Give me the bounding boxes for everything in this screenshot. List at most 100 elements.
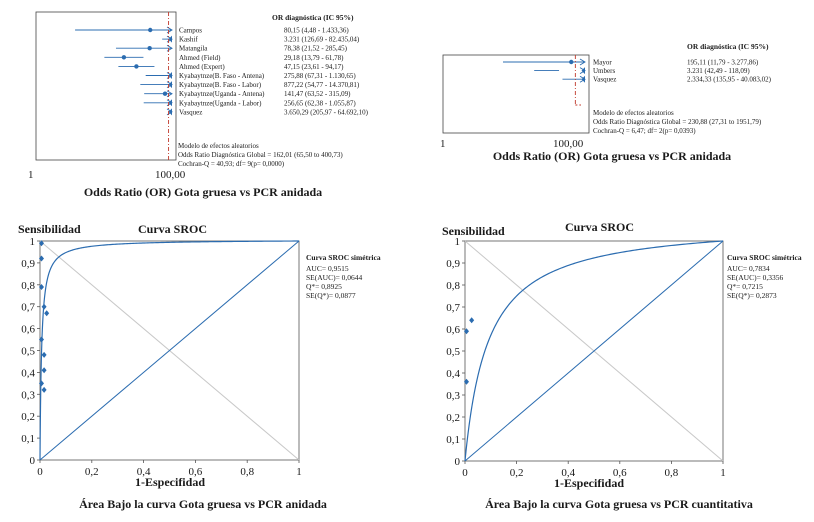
- study-name: Matangila: [179, 45, 208, 53]
- study-name: Ahmed (Field): [179, 54, 221, 62]
- study-point: [469, 317, 475, 324]
- forest-plot-1: OR diagnóstica (IC 95%) Campos 80,15 (4,4…: [0, 0, 407, 205]
- y-tick-label: 0,8: [21, 280, 35, 292]
- study-point: [464, 328, 469, 335]
- column-header: OR diagnóstica (IC 95%): [687, 42, 769, 51]
- point-estimate: [168, 108, 172, 116]
- chart-caption: Área Bajo la curva Gota gruesa vs PCR cu…: [485, 497, 753, 511]
- x-tick-label: 1: [720, 467, 726, 479]
- study-name: Ahmed (Expert): [179, 63, 225, 71]
- forest-plot-frame: [442, 54, 590, 134]
- study-or-label: 78,38 (21,52 - 285,45): [284, 45, 348, 53]
- point-estimate: [121, 55, 127, 60]
- y-tick-label: 0,5: [21, 346, 35, 358]
- chance-line: [464, 240, 724, 462]
- y-tick-label: 0,9: [21, 258, 35, 270]
- study-or-label: 3.650,29 (205,97 - 64.692,10): [284, 108, 369, 116]
- y-tick-label: 0,8: [446, 280, 460, 292]
- forest-plot-2-svg: OR diagnóstica (IC 95%) Mayor 195,11 (11,…: [440, 42, 772, 163]
- study-or-label: 256,65 (62,38 - 1.055,87): [284, 99, 356, 107]
- y-tick-label: 0,4: [21, 367, 35, 379]
- study-or-label: 2.334,33 (135,95 - 40.083,02): [687, 76, 772, 84]
- study-name: Mayor: [593, 59, 612, 67]
- study-name: Vasquez: [593, 76, 616, 84]
- x-tick-label: 0,6: [189, 466, 203, 478]
- summary-line-3: Cochran-Q = 6,47; df= 2(p= 0,0393): [593, 127, 696, 135]
- x-tick-label: 0,4: [137, 466, 151, 478]
- study-name: Kyabaytnze(B. Faso - Labor): [179, 81, 262, 89]
- x-axis-label: 1-Especifidad: [554, 476, 624, 490]
- point-estimate: [569, 59, 574, 65]
- sroc-chart-2-svg: Sensibilidad Curva SROC 0 0,1 0,2 0,3 0,4 0,5…: [442, 220, 802, 511]
- chart-caption: Área Bajo la curva Gota gruesa vs PCR an…: [79, 497, 327, 511]
- point-estimate: [134, 64, 139, 69]
- y-tick-label: 1: [455, 236, 461, 248]
- study-name: Umbers: [593, 67, 615, 75]
- sroc-curve: [39, 240, 300, 461]
- y-axis-label: Sensibilidad: [442, 224, 505, 238]
- chart-title: Odds Ratio (OR) Gota gruesa vs PCR anida…: [493, 149, 731, 163]
- point-estimate: [581, 67, 585, 75]
- x-tick-100: 100,00: [155, 169, 186, 181]
- stats-title: Curva SROC simétrica: [727, 253, 802, 262]
- sroc-chart-1-svg: Sensibilidad Curva SROC 0 0,1 0,2 0,3 0,4 0,5…: [18, 222, 381, 511]
- summary-line-2: Odds Ratio Diagnóstica Global = 162,01 (…: [178, 151, 343, 159]
- study-or-label: 29,18 (13,79 - 61,78): [284, 54, 344, 62]
- y-tick-label: 0,7: [21, 302, 35, 314]
- study-or-label: 141,47 (63,52 - 315,09): [284, 90, 351, 98]
- point-estimate: [581, 75, 585, 83]
- chart-title: Curva SROC: [565, 220, 634, 234]
- study-or-label: 80,15 (4,48 - 1.433,36): [284, 27, 349, 35]
- x-tick-label: 0,8: [240, 466, 254, 478]
- x-tick-1: 1: [28, 169, 34, 181]
- stat-se-auc: SE(AUC)= 0,3356: [727, 273, 784, 282]
- y-tick-label: 0: [455, 456, 461, 468]
- study-point: [39, 240, 44, 247]
- study-point: [39, 283, 44, 290]
- x-tick-label: 1: [296, 466, 302, 478]
- study-point: [41, 367, 47, 374]
- y-tick-label: 0,6: [446, 324, 460, 336]
- sroc-chart-2: Sensibilidad Curva SROC 0 0,1 0,2 0,3 0,4 0,5…: [407, 210, 814, 517]
- x-tick-label: 0,4: [561, 467, 575, 479]
- x-tick-100: 100,00: [553, 138, 584, 150]
- chart-title: Odds Ratio (OR) Gota gruesa vs PCR anida…: [84, 185, 322, 199]
- stat-q: Q*= 0,7215: [727, 282, 763, 291]
- y-tick-label: 0,1: [446, 434, 460, 446]
- study-name: Campos: [179, 27, 202, 35]
- study-name: Kashif: [179, 36, 198, 44]
- point-estimate: [168, 72, 172, 79]
- study-or-label: 877,22 (54,77 - 14.370,81): [284, 81, 360, 89]
- ci-arrow: [579, 58, 586, 66]
- study-point: [41, 386, 47, 393]
- summary-line-2: Odds Ratio Diagnóstica Global = 230,88 (…: [593, 118, 762, 126]
- study-name: Kyabaytnze(Uganda - Antena): [179, 90, 265, 98]
- study-name: Kyabaytnze(Uganda - Labor): [179, 99, 262, 107]
- study-point: [41, 351, 47, 358]
- x-axis-label: 1-Especifidad: [135, 475, 205, 489]
- study-point: [39, 380, 44, 387]
- study-or-label: 47,15 (23,61 - 94,17): [284, 63, 344, 71]
- study-or-label: 3.231 (126,69 - 82.435,04): [284, 36, 360, 44]
- stat-se-q: SE(Q*)= 0,2873: [727, 291, 777, 300]
- study-or-label: 195,11 (11,79 - 3.277,86): [687, 59, 759, 67]
- study-point: [39, 336, 44, 343]
- x-tick-label: 0: [462, 467, 468, 479]
- sroc-chart-1: Sensibilidad Curva SROC 0 0,1 0,2 0,3 0,4 0,5…: [0, 210, 407, 517]
- forest-plot-frame: [35, 11, 177, 161]
- column-header: OR diagnóstica (IC 95%): [272, 13, 354, 22]
- study-name: Kyabaytnze(B. Faso - Antena): [179, 72, 265, 80]
- y-tick-label: 0: [30, 455, 36, 467]
- point-estimate: [162, 91, 168, 96]
- y-tick-label: 0,2: [21, 411, 35, 423]
- study-or-label: 3.231 (42,49 - 118,09): [687, 67, 750, 75]
- y-axis-label: Sensibilidad: [18, 222, 81, 236]
- summary-line-1: Modelo de efectos aleatorios: [593, 109, 674, 117]
- chance-line: [39, 240, 300, 461]
- chart-title: Curva SROC: [138, 222, 207, 236]
- x-tick-label: 0,6: [613, 467, 627, 479]
- y-tick-label: 0,5: [446, 346, 460, 358]
- stat-auc: AUC= 0,7834: [727, 264, 770, 273]
- x-tick-label: 0,8: [665, 467, 679, 479]
- point-estimate: [168, 35, 172, 43]
